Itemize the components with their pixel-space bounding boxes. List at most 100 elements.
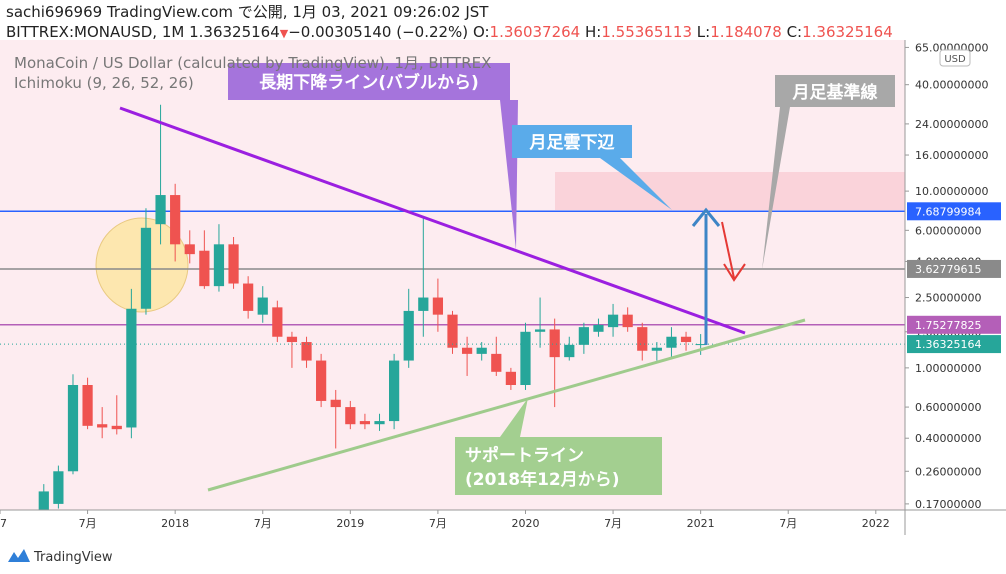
candle-body: [461, 347, 473, 354]
x-tick-label: 17: [0, 517, 7, 530]
price-tag-label: 1.36325164: [915, 338, 981, 351]
x-tick-label: 2020: [511, 517, 539, 530]
candle-body: [199, 250, 210, 287]
candle-body: [228, 244, 239, 284]
annotation: 月足基準線: [792, 82, 878, 103]
candle-body: [564, 344, 575, 358]
change-arrow: ▼: [280, 27, 289, 40]
x-tick-label: 2019: [336, 517, 364, 530]
currency: USD: [944, 54, 966, 65]
c-value: 1.36325164: [802, 23, 893, 41]
x-tick-label: 2018: [161, 517, 189, 530]
y-tick-label: 0.17000000: [915, 498, 981, 511]
candle-body: [213, 244, 225, 287]
callout-kijun: [762, 75, 895, 270]
candle-body: [67, 384, 79, 472]
candle-body: [359, 421, 371, 425]
candle-body: [476, 347, 487, 354]
currency-box: [939, 49, 971, 67]
x-tick-label: 7月: [779, 517, 797, 530]
plot: [0, 104, 905, 510]
candle-body: [389, 360, 400, 422]
annotation: (2018年12月から): [465, 469, 620, 490]
x-tick-label: 7月: [604, 517, 622, 530]
callout-support: [455, 398, 662, 495]
candle-body: [111, 425, 122, 430]
candle-body: [155, 195, 166, 225]
x-tick-label: 7月: [429, 517, 447, 530]
y-tick-label: 6.00000000: [915, 224, 981, 237]
candle-body: [316, 360, 327, 401]
candle-body: [53, 471, 64, 504]
support-line: [207, 318, 806, 492]
header-line: sachi696969 TradingView.com で公開, 1月 03, …: [6, 3, 489, 21]
candle-body: [403, 310, 414, 361]
x-tick-label: 7月: [254, 517, 272, 530]
l-value: 1.184078: [710, 23, 782, 41]
up-arrow-head: [691, 207, 721, 227]
footer: TradingView: [33, 550, 113, 565]
candle-body: [170, 195, 181, 245]
h-label: H:: [585, 23, 601, 41]
down-arrow: [721, 221, 746, 282]
last-price: 1.36325164: [189, 23, 280, 41]
change: −0.00305140 (−0.22%): [288, 23, 468, 41]
y-tick-label: 1.00000000: [915, 362, 981, 375]
candle-body: [126, 308, 137, 428]
candle-body: [38, 491, 49, 510]
annotation: サポートライン: [465, 445, 584, 466]
candle-body: [272, 307, 283, 337]
header-ohlc: BITTREX:MONAUSD, 1M 1.36325164▼−0.003051…: [6, 23, 893, 41]
candle-body: [447, 314, 458, 348]
candle-body: [666, 336, 677, 348]
footer-area: [0, 535, 1006, 574]
candle-body: [578, 327, 589, 345]
candle-body: [301, 342, 312, 361]
y-tick-label: 2.50000000: [915, 292, 981, 305]
legend-entry: MonaCoin / US Dollar (calculated by Trad…: [14, 54, 491, 72]
y-tick-label: 10.00000000: [915, 185, 988, 198]
candle-body: [505, 371, 516, 385]
x-tick-label: 2022: [862, 517, 890, 530]
candle-body: [345, 407, 356, 425]
candle-body: [243, 283, 254, 311]
candle-body: [374, 421, 385, 425]
candle-body: [622, 314, 633, 328]
price-tag: [907, 315, 1001, 334]
candle-body: [549, 329, 560, 358]
y-tick-label: 16.00000000: [915, 149, 988, 162]
candle-body: [97, 424, 108, 428]
candle-body: [637, 327, 648, 351]
y-tick-label: 0.26000000: [915, 465, 981, 478]
candle-body: [82, 384, 93, 426]
h-value: 1.55365113: [601, 23, 692, 41]
callout-downtrend: [228, 63, 518, 250]
price-tag-label: 7.68799984: [915, 205, 981, 218]
candle-body: [520, 331, 531, 385]
candle-body: [534, 329, 546, 332]
c-label: C:: [787, 23, 803, 41]
o-value: 1.36037264: [490, 23, 581, 41]
candle-body: [330, 399, 341, 408]
price-tag: [907, 259, 1001, 278]
price-tag-label: 1.75277825: [915, 319, 981, 332]
o-label: O:: [473, 23, 490, 41]
candle-body: [257, 297, 268, 315]
callout-cloud: [512, 125, 672, 210]
candle-body: [418, 297, 429, 311]
candle-body: [432, 297, 444, 315]
candle-body: [140, 227, 152, 309]
price-tag: [907, 335, 1001, 354]
y-tick-label: 0.40000000: [915, 432, 981, 445]
annotation: 長期下降ライン(バブルから): [259, 72, 479, 93]
price-tag-label: 3.62779615: [915, 263, 981, 276]
candle-body: [184, 244, 195, 255]
legend-entry: Ichimoku (9, 26, 52, 26): [14, 74, 194, 92]
y-tick-label: 0.60000000: [915, 401, 981, 414]
candle-body: [286, 336, 298, 343]
l-label: L:: [697, 23, 710, 41]
candle-body: [651, 347, 662, 351]
x-tick-label: 7月: [79, 517, 97, 530]
